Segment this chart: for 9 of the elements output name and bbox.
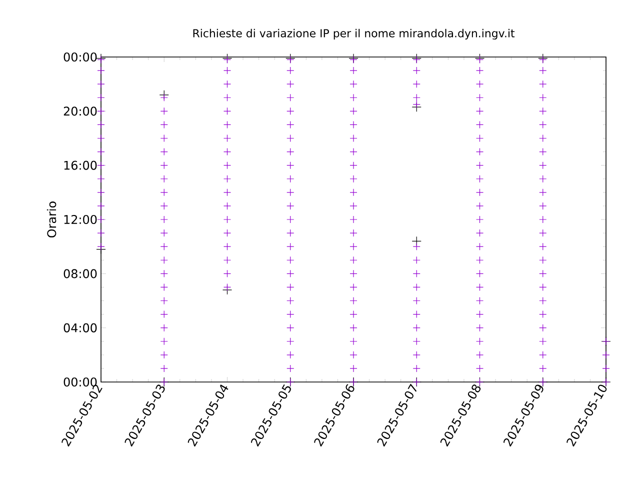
y-tick-label: 12:00 (64, 214, 97, 224)
y-tick-label: 00:00 (64, 52, 97, 62)
y-tick-label: 16:00 (64, 160, 97, 170)
y-axis-title: Orario (46, 202, 56, 238)
y-tick-label: 20:00 (64, 106, 97, 116)
y-tick-label: 00:00 (64, 377, 97, 387)
y-tick-label: 08:00 (64, 269, 97, 278)
y-tick-label: 04:00 (64, 323, 97, 332)
chart-title: Richieste di variazione IP per il nome mirandola.dyn.ingv.it (193, 28, 515, 40)
